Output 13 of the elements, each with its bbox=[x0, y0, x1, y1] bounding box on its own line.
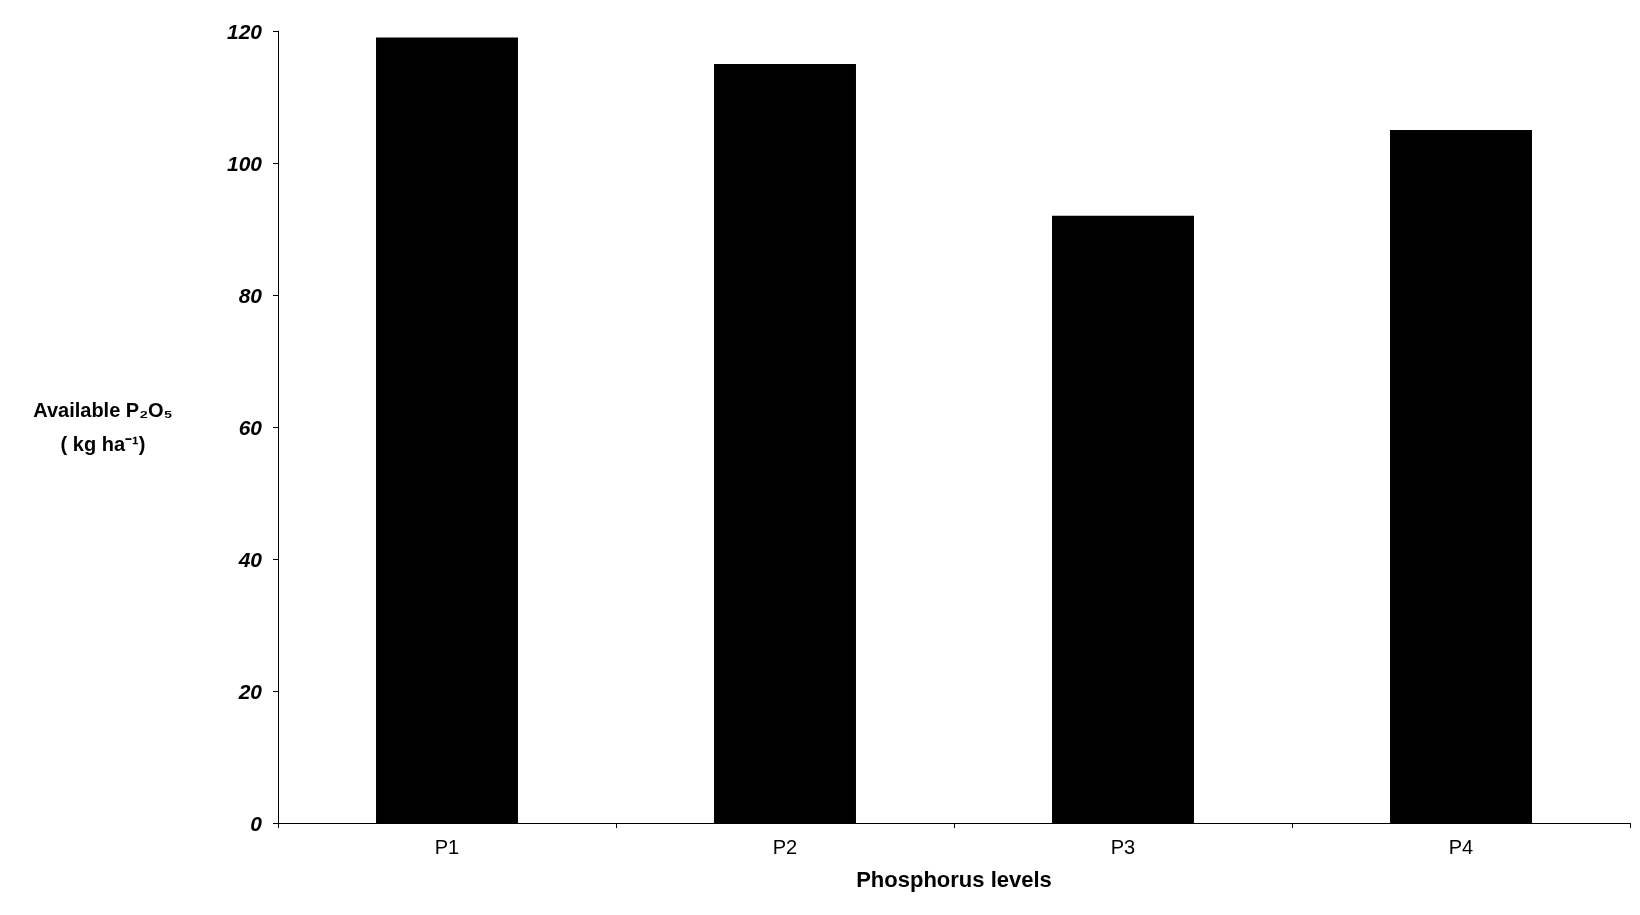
x-tick-label: P1 bbox=[434, 836, 460, 858]
x-tick-label: P4 bbox=[1448, 836, 1474, 858]
y-tick-label: 80 bbox=[238, 283, 263, 307]
y-tick-label: 100 bbox=[226, 151, 263, 175]
x-tick-label: P3 bbox=[1110, 836, 1136, 858]
y-tick-label: 60 bbox=[238, 415, 263, 439]
y-axis-title: Available P₂O₅ ( kg ha⁻¹) bbox=[33, 399, 173, 455]
y-tick-label: 0 bbox=[250, 811, 263, 835]
y-tick-label: 20 bbox=[237, 679, 263, 703]
x-tick-label: P2 bbox=[772, 836, 798, 858]
y-tick-label: 120 bbox=[226, 19, 263, 43]
x-axis-title: Phosphorus levels bbox=[856, 866, 1052, 892]
y-tick-label: 40 bbox=[237, 547, 263, 571]
